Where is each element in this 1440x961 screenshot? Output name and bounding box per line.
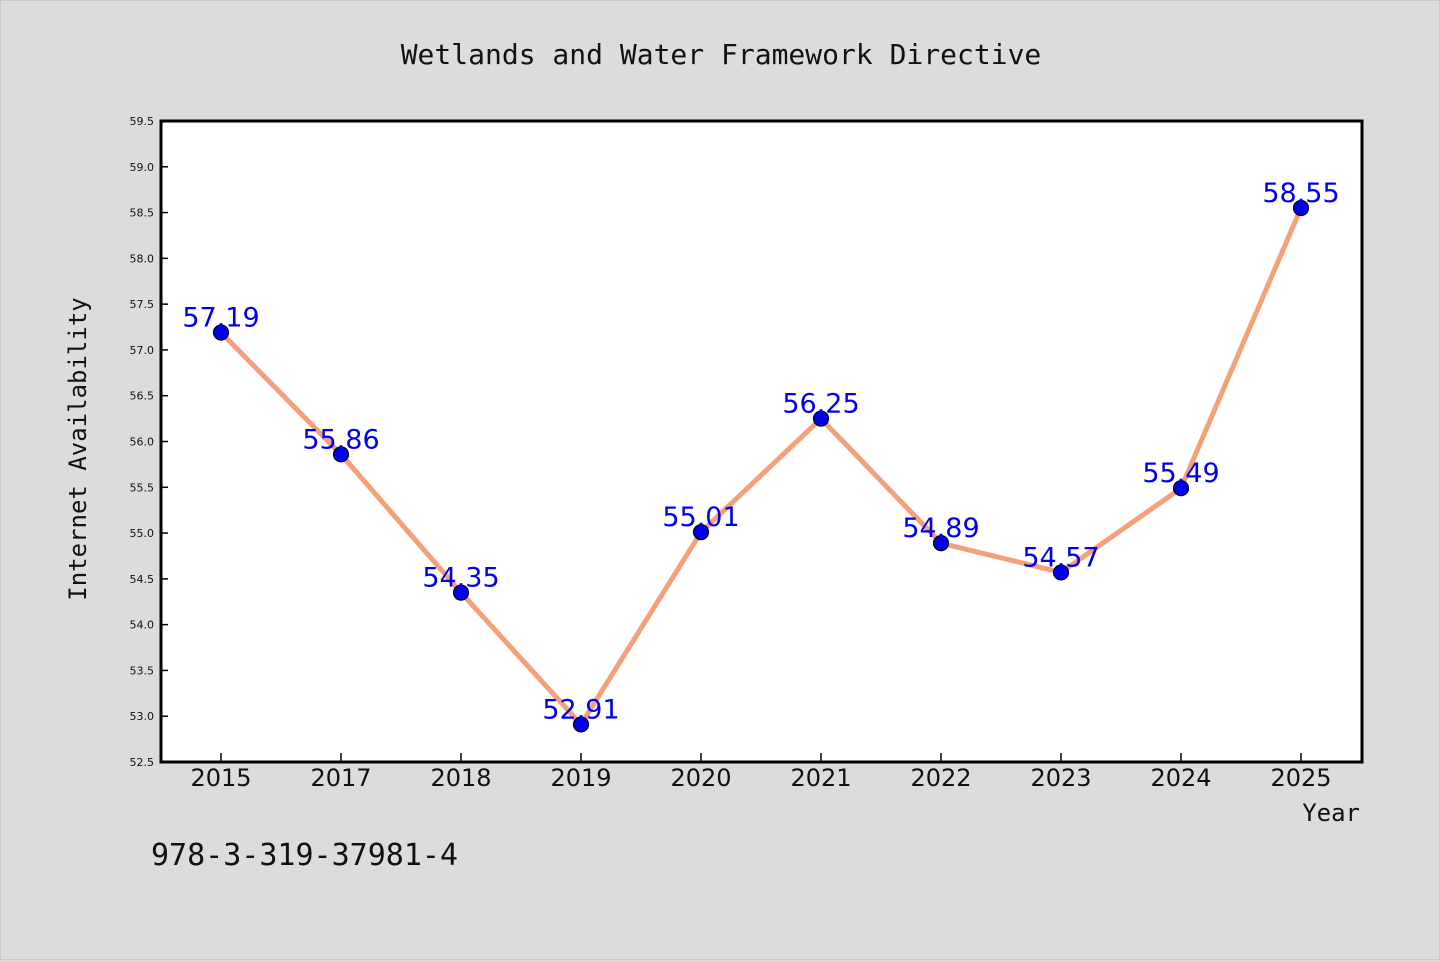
data-label: 54.57: [1022, 542, 1099, 573]
x-tick-label: 2020: [670, 764, 731, 792]
chart-title: Wetlands and Water Framework Directive: [401, 38, 1042, 71]
data-markers: [212, 199, 1310, 733]
data-label: 55.86: [302, 424, 379, 455]
x-tick-label: 2021: [790, 764, 851, 792]
x-tick-label: 2018: [430, 764, 491, 792]
y-tick-label: 59.0: [130, 161, 155, 174]
data-labels: 57.19 55.86 54.35 52.91 55.01 56.25 54.89 54.57…: [182, 178, 1339, 725]
data-point: [812, 410, 830, 427]
y-tick-label: 53.5: [130, 664, 155, 677]
data-point: [692, 524, 710, 541]
x-axis-label: Year: [1302, 799, 1360, 827]
y-tick-label: 58.0: [130, 252, 155, 265]
data-point: [1292, 199, 1310, 217]
data-point: [212, 324, 230, 341]
data-point: [452, 584, 470, 601]
y-axis: 52.5 53.0 53.5 54.0 54.5 55.0 55.5 56.0 56.5 57.0…: [130, 115, 168, 769]
y-tick-label: 59.5: [130, 115, 155, 128]
y-axis-label: Internet Availability: [64, 297, 92, 600]
y-tick-label: 57.5: [130, 298, 155, 311]
data-point: [332, 446, 350, 463]
data-label: 57.19: [182, 303, 259, 334]
x-tick-label: 2023: [1030, 764, 1091, 792]
y-tick-label: 55.0: [130, 527, 155, 540]
data-point: [1172, 480, 1190, 497]
y-tick-label: 54.5: [130, 573, 155, 586]
y-tick-label: 55.5: [130, 481, 155, 494]
x-tick-label: 2015: [190, 764, 251, 792]
isbn-annotation: 978-3-319-37981-4: [151, 838, 458, 873]
plot-area: [159, 119, 1364, 764]
data-point: [1052, 564, 1070, 581]
y-tick-label: 52.5: [130, 756, 155, 769]
y-tick-label: 56.0: [130, 436, 155, 449]
y-tick-label: 57.0: [130, 344, 155, 357]
x-tick-label: 2019: [550, 764, 611, 792]
data-label: 52.91: [542, 694, 619, 725]
data-point: [572, 716, 590, 733]
x-tick-label: 2022: [910, 764, 971, 792]
data-point: [932, 535, 950, 552]
y-tick-label: 58.5: [130, 207, 155, 220]
data-label: 55.49: [1142, 458, 1219, 489]
x-tick-label: 2017: [310, 764, 371, 792]
data-label: 56.25: [782, 389, 859, 420]
x-tick-label: 2025: [1270, 764, 1331, 792]
y-tick-label: 54.0: [130, 619, 155, 632]
data-label: 55.01: [662, 502, 739, 533]
x-axis: 2015 2017 2018 2019 2020 2021 2022 2023 2024 2025: [190, 753, 1332, 792]
series-line: [219, 207, 1304, 727]
x-tick-label: 2024: [1150, 764, 1211, 792]
y-tick-label: 56.5: [130, 390, 155, 403]
data-label: 58.55: [1262, 178, 1339, 209]
data-label: 54.35: [422, 563, 499, 594]
y-tick-label: 53.0: [130, 710, 155, 723]
data-label: 54.89: [902, 513, 979, 544]
